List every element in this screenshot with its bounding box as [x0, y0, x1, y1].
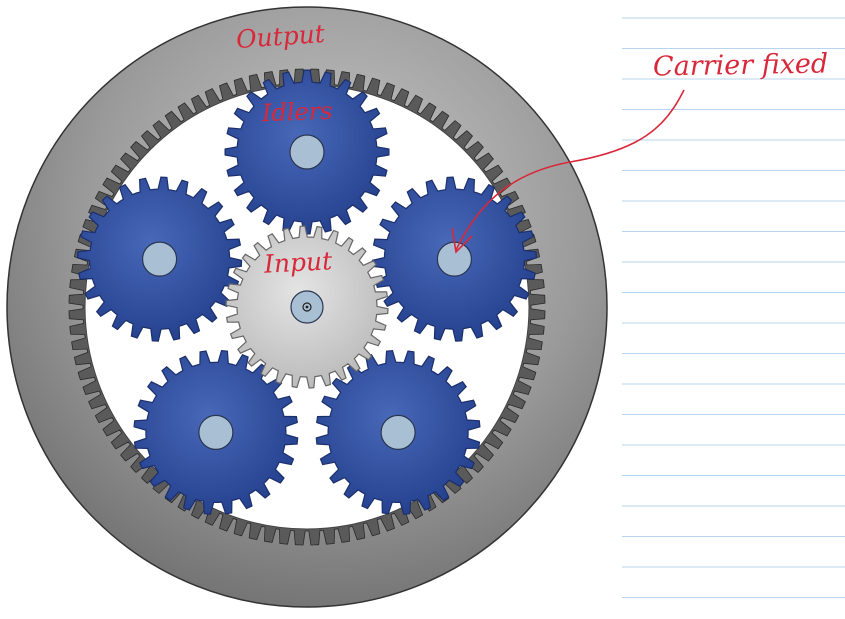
- idler-gears: [76, 69, 538, 515]
- idler-gear: [315, 349, 481, 515]
- sun-shaft-dot: [305, 305, 309, 309]
- input-label: Input: [263, 246, 333, 279]
- carrier-arrow: [451, 89, 685, 254]
- idler-gear: [224, 69, 390, 235]
- idler-shaft: [289, 134, 325, 170]
- idler-gear: [133, 349, 299, 515]
- arrow-head: [451, 227, 473, 254]
- sun-shaft-ring: [302, 302, 312, 312]
- carrier-fixed-label: Carrier fixed: [652, 48, 829, 83]
- output-label: Output: [235, 18, 326, 55]
- idler-shaft: [380, 414, 416, 450]
- idlers-label: Idlers: [261, 96, 333, 128]
- notebook-lines: [622, 17, 845, 598]
- idler-gear: [371, 176, 538, 342]
- sun-gear: [225, 225, 389, 389]
- arrow-curve: [455, 89, 685, 251]
- idler-shaft: [141, 241, 178, 277]
- idler-shaft: [198, 414, 234, 450]
- idler-gear: [76, 176, 243, 342]
